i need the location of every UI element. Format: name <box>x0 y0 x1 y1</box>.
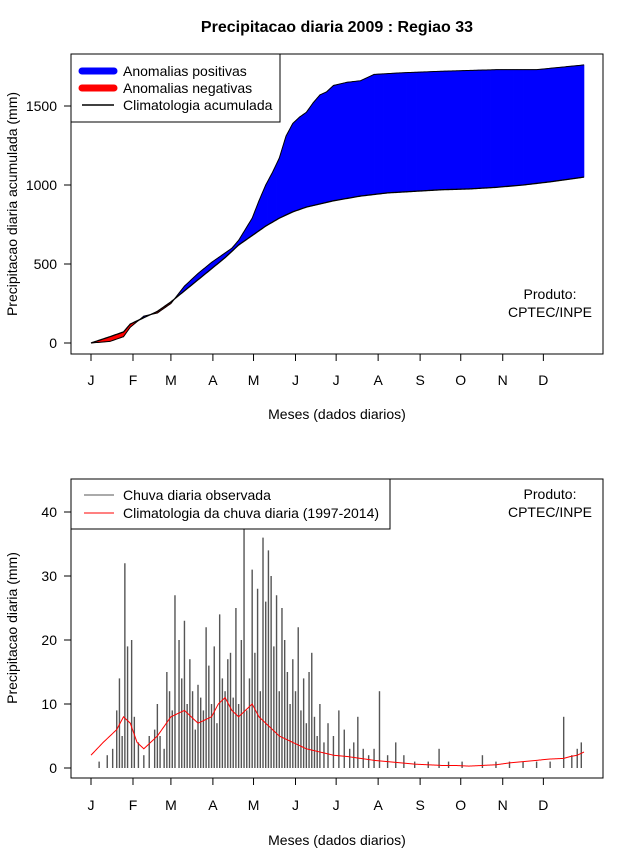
x-tick-label: M <box>165 372 177 388</box>
x-axis-label-2: Meses (dados diarios) <box>268 832 406 848</box>
y-tick-label: 1500 <box>26 98 57 114</box>
x-tick-label: J <box>292 797 299 813</box>
y-tick-label: 0 <box>49 335 57 351</box>
credit-line-2: CPTEC/INPE <box>508 304 592 320</box>
x-tick-label: J <box>333 797 340 813</box>
legend-label-climatology: Climatologia acumulada <box>123 97 273 113</box>
y-tick-label: 30 <box>41 568 57 584</box>
x-tick-label: N <box>498 372 508 388</box>
x-tick-label: O <box>455 372 466 388</box>
anomaly-slice <box>582 64 585 178</box>
y-tick-label: 500 <box>34 256 58 272</box>
x-tick-label: O <box>455 797 466 813</box>
x-tick-label: A <box>208 797 218 813</box>
x-tick-label: F <box>129 372 138 388</box>
legend: Anomalias positivas Anomalias negativas … <box>70 53 281 123</box>
credit-line-1b: Produto: <box>524 486 577 502</box>
y-axis-label-2: Precipitacao diaria (mm) <box>4 552 20 704</box>
x-axis-label: Meses (dados diarios) <box>268 406 406 422</box>
credit-line-1: Produto: <box>524 286 577 302</box>
x-tick-label: M <box>248 372 260 388</box>
x-tick-label: A <box>373 372 383 388</box>
daily-bars <box>90 512 585 768</box>
x-tick-label: A <box>373 797 383 813</box>
y-axis-label: Precipitacao diaria acumulada (mm) <box>4 92 20 316</box>
y-tick-label: 0 <box>49 760 57 776</box>
legend-label-positive: Anomalias positivas <box>123 63 247 79</box>
chart-title: Precipitacao diaria 2009 : Regiao 33 <box>201 19 473 36</box>
y-tick-label: 10 <box>41 696 57 712</box>
x-tick-label: J <box>333 372 340 388</box>
plot-frame <box>70 53 604 355</box>
y-tick-label: 20 <box>41 632 57 648</box>
cumulative-panel: 0 500 1000 1500 J F M A M J J A S O N D Meses (dados d… <box>4 53 604 422</box>
x-tick-label: A <box>208 372 218 388</box>
x-tick-label: J <box>292 372 299 388</box>
x-tick-label: D <box>538 797 548 813</box>
credit-line-2b: CPTEC/INPE <box>508 504 592 520</box>
climatology-cumulative-line <box>90 176 585 344</box>
legend-label-climatology-daily: Climatologia da chuva diaria (1997-2014) <box>123 505 379 521</box>
x-tick-label: J <box>88 797 95 813</box>
daily-climatology-line <box>90 696 585 767</box>
x-tick-label: M <box>165 797 177 813</box>
legend-label-observed: Chuva diaria observada <box>123 487 271 503</box>
y-tick-label: 40 <box>41 504 57 520</box>
x-tick-label: F <box>129 797 138 813</box>
x-tick-label: M <box>248 797 260 813</box>
legend-label-negative: Anomalias negativas <box>123 80 252 96</box>
x-tick-label: N <box>498 797 508 813</box>
legend-box-2 <box>70 478 391 530</box>
x-tick-label: J <box>88 372 95 388</box>
x-tick-label: S <box>415 372 424 388</box>
x-tick-label: D <box>538 372 548 388</box>
y-axis-2: 0 10 20 30 40 <box>41 504 71 776</box>
y-tick-label: 1000 <box>26 177 57 193</box>
legend-2: Chuva diaria observada Climatologia da c… <box>70 478 391 530</box>
y-axis: 0 500 1000 1500 <box>26 98 71 351</box>
daily-panel: 0 10 20 30 40 J F M A M J J A S O N D Meses (dados diar… <box>4 478 604 848</box>
x-tick-label: S <box>415 797 424 813</box>
anomaly-area <box>90 64 585 344</box>
